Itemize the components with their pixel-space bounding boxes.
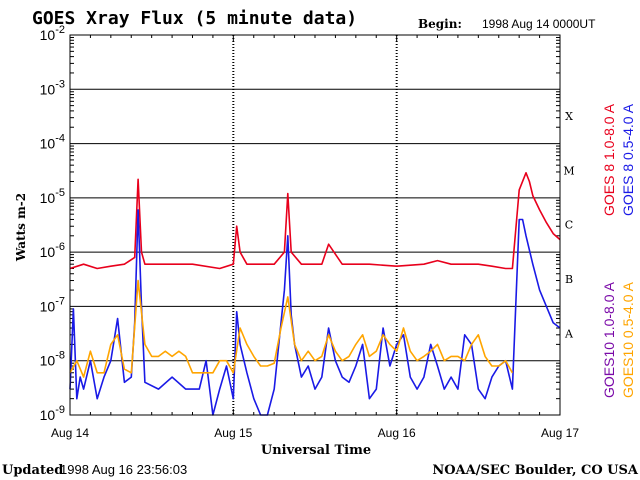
legend-entry: GOES 8 1.0-8.0 A: [601, 103, 617, 216]
flare-class-B: B: [565, 273, 573, 286]
legend-entry: GOES10 1.0-8.0 A: [601, 281, 617, 398]
series-line-3: [69, 279, 514, 378]
legend-entry: GOES10 0.5-4.0 A: [620, 281, 636, 398]
y-tick-label: 10-8: [40, 350, 65, 369]
y-axis-label: Watts m-2: [14, 193, 28, 262]
x-tick-label: Aug 16: [378, 426, 416, 440]
flare-class-labels: A B C M X: [563, 110, 574, 340]
plot-frame: [69, 34, 561, 416]
x-axis-label: Universal Time: [261, 443, 371, 458]
y-tick-label: 10-7: [40, 295, 65, 314]
y-tick-label: 10-3: [40, 78, 65, 97]
begin-label: Begin:: [418, 17, 462, 31]
credit-text: NOAA/SEC Boulder, CO USA: [432, 463, 639, 478]
series-line-1: [69, 209, 561, 416]
updated-label: Updated: [2, 463, 63, 478]
series-line-0: [69, 172, 561, 270]
series-lines: [69, 172, 561, 416]
flare-class-X: X: [565, 110, 573, 123]
y-tick-label: 10-9: [40, 404, 65, 423]
updated-value: 1998 Aug 16 23:56:03: [60, 462, 187, 477]
y-tick-label: 10-6: [40, 241, 65, 260]
flare-class-A: A: [564, 327, 574, 340]
y-tick-labels: 10-9 10-8 10-7 10-6 10-5 10-4 10-3 10-2: [40, 24, 65, 423]
y-tick-label: 10-2: [40, 24, 65, 43]
legend-entry: GOES 8 0.5-4.0 A: [620, 103, 636, 216]
x-tick-label: Aug 14: [51, 426, 89, 440]
flare-class-C: C: [565, 219, 573, 232]
x-tick-label: Aug 17: [541, 426, 579, 440]
x-tick-labels: Aug 14 Aug 15 Aug 16 Aug 17: [51, 426, 579, 440]
x-tick-label: Aug 15: [214, 426, 252, 440]
begin-value: 1998 Aug 14 0000UT: [482, 17, 596, 31]
y-tick-label: 10-4: [40, 133, 65, 152]
y-tick-label: 10-5: [40, 187, 65, 206]
legend: GOES 8 0.5-4.0 A GOES10 0.5-4.0 A GOES 8 1…: [601, 103, 636, 398]
chart-title: GOES Xray Flux (5 minute data): [32, 8, 357, 29]
flare-class-M: M: [563, 164, 574, 177]
